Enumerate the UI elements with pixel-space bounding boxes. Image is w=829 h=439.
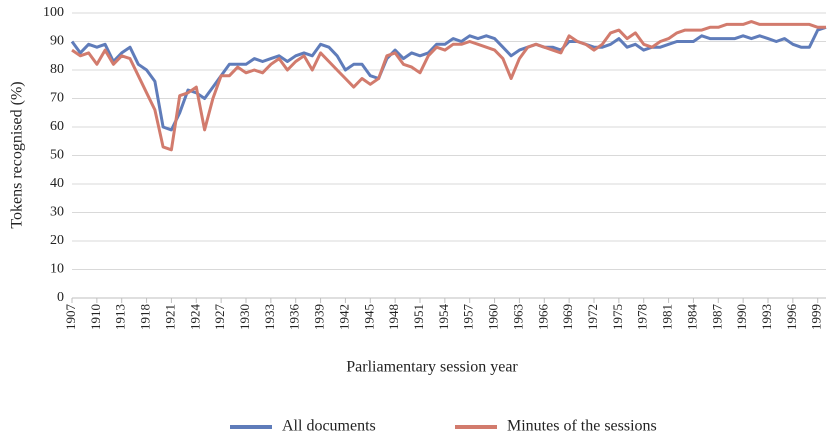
x-tick-label: 1987 [709, 304, 724, 331]
x-tick-label: 1978 [635, 304, 650, 330]
y-axis-title: Tokens recognised (%) [9, 81, 26, 228]
y-tick-label: 0 [57, 290, 64, 305]
x-tick-label: 1999 [809, 304, 824, 330]
x-tick-label: 1981 [660, 304, 675, 330]
y-tick-label: 90 [50, 34, 64, 49]
x-tick-label: 1960 [486, 304, 501, 330]
x-tick-label: 1921 [162, 304, 177, 330]
x-tick-label: 1996 [784, 304, 799, 331]
x-tick-label: 1990 [734, 304, 749, 330]
y-tick-label: 60 [50, 119, 64, 134]
x-tick-label: 1972 [585, 304, 600, 330]
y-tick-label: 100 [43, 5, 64, 20]
series-line [71, 20, 826, 152]
x-tick-label: 1933 [262, 304, 277, 330]
y-tick-label: 50 [50, 148, 64, 163]
x-tick-label: 1910 [88, 304, 103, 330]
x-tick-label: 1954 [436, 304, 451, 331]
x-tick-label: 1975 [610, 304, 625, 330]
y-tick-label: 40 [50, 176, 64, 191]
x-tick-label: 1957 [461, 304, 476, 331]
x-tick-label: 1930 [237, 304, 252, 330]
series-line [70, 25, 827, 132]
x-tick-label: 1948 [386, 304, 401, 330]
legend-label: All documents [282, 418, 376, 435]
x-tick-label: 1907 [63, 304, 78, 331]
x-tick-label: 1924 [187, 304, 202, 331]
legend-label: Minutes of the sessions [507, 418, 657, 435]
x-tick-label: 1936 [287, 304, 302, 331]
x-tick-label: 1966 [535, 304, 550, 331]
x-tick-label: 1918 [138, 304, 153, 330]
x-tick-label: 1945 [361, 304, 376, 330]
y-tick-label: 30 [50, 205, 64, 220]
y-tick-label: 70 [50, 91, 64, 106]
x-tick-label: 1963 [510, 304, 525, 330]
x-tick-label: 1984 [684, 304, 699, 331]
x-tick-label: 1939 [312, 304, 327, 330]
y-tick-label: 20 [50, 233, 64, 248]
x-tick-label: 1913 [113, 304, 128, 330]
x-tick-label: 1993 [759, 304, 774, 330]
y-tick-label: 10 [50, 262, 64, 277]
x-tick-label: 1942 [336, 304, 351, 330]
x-axis-title: Parliamentary session year [346, 359, 518, 376]
x-tick-label: 1927 [212, 304, 227, 331]
y-tick-label: 80 [50, 62, 64, 77]
x-tick-label: 1969 [560, 304, 575, 330]
x-tick-label: 1951 [411, 304, 426, 330]
